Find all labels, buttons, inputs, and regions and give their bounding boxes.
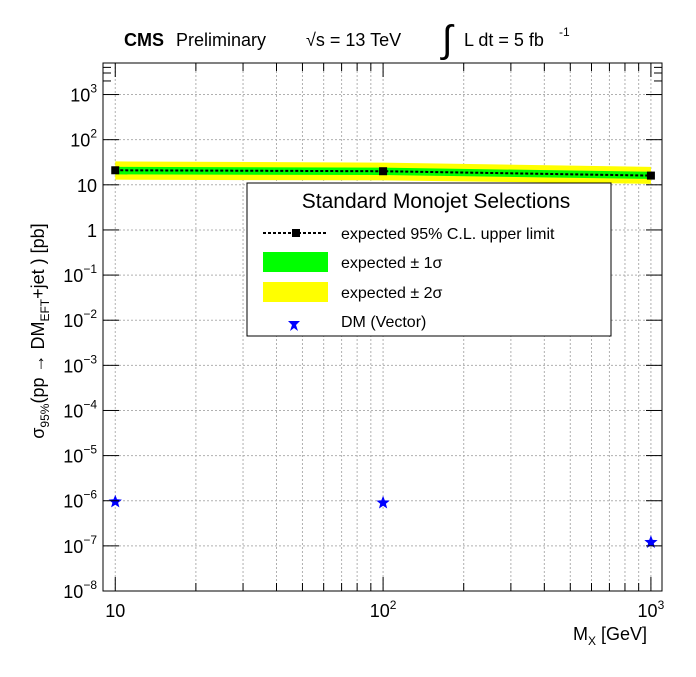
header-status: Preliminary: [176, 30, 266, 50]
y-tick-label: 10−4: [63, 397, 97, 421]
legend: Standard Monojet Selections expected 95%…: [246, 182, 612, 337]
y-tick-label: 10: [77, 176, 97, 196]
legend-expected-label: expected 95% C.L. upper limit: [341, 226, 555, 243]
y-axis-title: σ95%(pp → DMEFT+jet ) [pb]: [28, 223, 52, 438]
expected-limit-point: [111, 166, 120, 175]
y-tick-label: 10−5: [63, 443, 97, 467]
y-tick-label: 10−6: [63, 488, 97, 512]
y-tick-label: 10−3: [63, 352, 97, 376]
y-tick-label: 10−7: [63, 533, 97, 557]
y-tick-label: 10−2: [63, 307, 97, 331]
legend-dm-label: DM (Vector): [341, 314, 426, 331]
y-tick-label: 102: [70, 127, 97, 151]
header-integral-sign: ∫: [440, 19, 455, 61]
legend-expected-marker: [292, 229, 300, 237]
x-tick-label: 102: [370, 598, 397, 621]
header-lumi: L dt = 5 fb: [464, 30, 544, 50]
y-tick-label: 10−1: [63, 262, 97, 286]
x-tick-labels: 10 102 103: [105, 598, 664, 621]
plot-frame: [102, 62, 663, 592]
dm-vector-point: [376, 495, 390, 509]
legend-dm-marker: [288, 316, 300, 331]
header-experiment: CMS: [124, 30, 164, 50]
y-tick-label: 103: [70, 82, 97, 106]
expected-limit-series: [111, 166, 655, 180]
dm-vector-point: [644, 535, 658, 548]
y-tick-label: 10−8: [63, 578, 97, 602]
axis-ticks: [102, 62, 662, 592]
x-axis-title: MX [GeV]: [573, 624, 647, 648]
x-tick-label: 103: [638, 598, 665, 621]
expected-limit-point: [379, 167, 388, 176]
expected-limit-point: [646, 171, 655, 180]
legend-band1-swatch: [263, 252, 328, 272]
x-tick-label: 10: [105, 601, 125, 621]
legend-band1-label: expected ± 1σ: [341, 255, 443, 272]
y-tick-label: 1: [87, 221, 97, 241]
header-energy: √s = 13 TeV: [306, 30, 401, 50]
legend-title: Standard Monojet Selections: [302, 190, 571, 213]
y-tick-labels: 10−8 10−7 10−6 10−5 10−4 10−3 10−2 10−1 1 10 102 10…: [63, 82, 97, 602]
legend-band2-swatch: [263, 282, 328, 302]
header-lumi-exp: -1: [559, 25, 570, 39]
legend-band2-label: expected ± 2σ: [341, 285, 443, 302]
